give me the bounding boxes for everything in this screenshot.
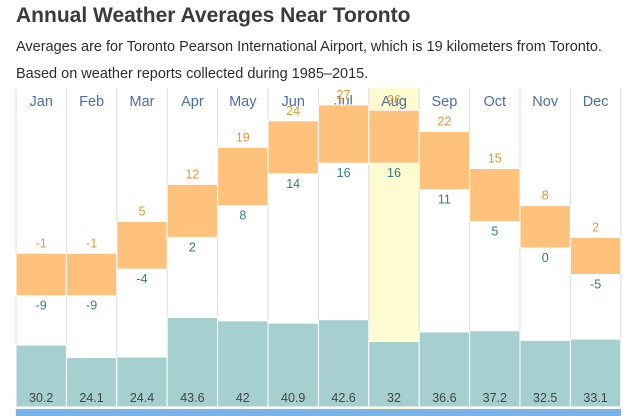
precip-label: 42 bbox=[236, 391, 250, 405]
precip-label: 24.4 bbox=[130, 391, 154, 405]
high-temp-label: -1 bbox=[86, 236, 97, 250]
month-label-jun: Jun bbox=[282, 94, 305, 110]
page-title: Annual Weather Averages Near Toronto bbox=[16, 4, 411, 27]
precip-bar-dec bbox=[569, 338, 622, 408]
precip-label: 42.6 bbox=[331, 391, 355, 405]
high-temp-label: 24 bbox=[286, 104, 300, 118]
precip-label: 43.6 bbox=[180, 391, 204, 405]
month-label-nov: Nov bbox=[532, 94, 559, 110]
month-label-may: May bbox=[229, 94, 257, 110]
temp-bar-nov bbox=[519, 205, 571, 249]
month-label-sep: Sep bbox=[431, 94, 457, 110]
low-temp-label: 11 bbox=[438, 193, 451, 207]
precip-bar-jul bbox=[317, 319, 370, 408]
high-temp-label: 15 bbox=[488, 152, 502, 166]
precip-label: 32 bbox=[387, 391, 401, 405]
high-temp-label: 5 bbox=[139, 205, 146, 219]
low-temp-label: 5 bbox=[491, 225, 498, 239]
precip-label: 24.1 bbox=[79, 391, 103, 405]
low-temp-label: 16 bbox=[337, 166, 351, 180]
temp-bar-mar bbox=[116, 221, 168, 270]
low-temp-label: -4 bbox=[136, 272, 147, 286]
month-label-aug: Aug bbox=[381, 94, 407, 110]
bottom-strip bbox=[16, 409, 621, 416]
low-temp-label: -9 bbox=[86, 299, 97, 313]
precip-bar-may bbox=[217, 320, 269, 408]
temp-bar-oct bbox=[469, 168, 521, 222]
temp-bar-sep bbox=[418, 130, 471, 191]
low-temp-label: 8 bbox=[239, 209, 246, 223]
low-temp-label: 16 bbox=[387, 166, 401, 180]
high-temp-label: 2 bbox=[592, 220, 599, 234]
month-label-jan: Jan bbox=[30, 94, 53, 110]
temp-bar-jul bbox=[317, 104, 370, 164]
precip-label: 36.6 bbox=[432, 391, 456, 405]
temp-bar-feb bbox=[65, 252, 118, 297]
precip-bar-apr bbox=[166, 317, 219, 408]
temp-bar-jan bbox=[15, 252, 67, 297]
precip-label: 37.2 bbox=[483, 391, 507, 405]
low-temp-label: 14 bbox=[286, 177, 300, 191]
precip-label: 30.2 bbox=[29, 391, 53, 405]
high-temp-label: -1 bbox=[36, 236, 47, 250]
precip-label: 40.9 bbox=[281, 391, 305, 405]
temp-bar-jun bbox=[267, 120, 319, 175]
high-temp-label: 27 bbox=[337, 88, 351, 102]
temp-bar-dec bbox=[569, 236, 622, 275]
low-temp-label: -9 bbox=[36, 299, 47, 313]
temp-bar-may bbox=[217, 146, 269, 207]
temp-bar-aug bbox=[368, 109, 420, 164]
precip-label: 32.5 bbox=[533, 391, 557, 405]
temp-bar-apr bbox=[166, 183, 219, 238]
high-temp-label: 8 bbox=[542, 189, 549, 203]
month-label-mar: Mar bbox=[130, 94, 155, 110]
low-temp-label: -5 bbox=[590, 278, 601, 292]
precip-bar-aug bbox=[368, 340, 420, 408]
subtitle-location: Averages are for Toronto Pearson Interna… bbox=[16, 39, 602, 55]
month-label-oct: Oct bbox=[484, 94, 507, 110]
precip-bar-jun bbox=[267, 322, 319, 408]
subtitle-period: Based on weather reports collected durin… bbox=[16, 66, 369, 82]
high-temp-label: 26 bbox=[387, 93, 401, 107]
precip-bar-mar bbox=[116, 356, 168, 408]
high-temp-label: 12 bbox=[185, 167, 199, 181]
precip-bar-oct bbox=[469, 330, 521, 408]
month-label-dec: Dec bbox=[583, 94, 609, 110]
precip-label: 33.1 bbox=[583, 391, 607, 405]
precip-bar-nov bbox=[519, 339, 571, 408]
month-label-apr: Apr bbox=[181, 94, 204, 110]
high-temp-label: 19 bbox=[236, 130, 250, 144]
high-temp-label: 22 bbox=[437, 114, 451, 128]
month-label-feb: Feb bbox=[79, 94, 104, 110]
low-temp-label: 2 bbox=[189, 240, 196, 254]
low-temp-label: 0 bbox=[542, 251, 549, 265]
